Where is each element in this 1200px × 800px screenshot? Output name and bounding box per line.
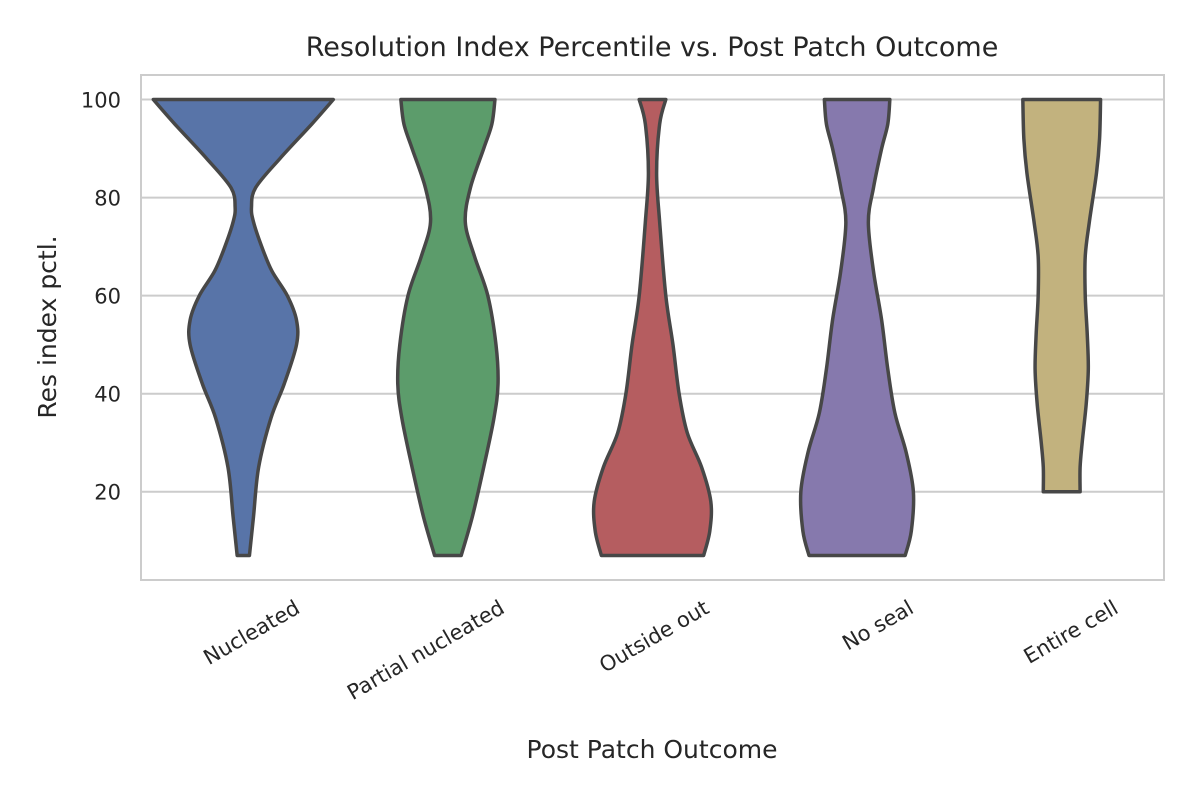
y-tick-label: 100 — [81, 89, 121, 113]
plot-frame — [140, 74, 1165, 581]
y-tick-label: 20 — [94, 481, 121, 505]
y-tick-labels: 20 40 60 80 100 — [81, 89, 121, 505]
x-tick-label: Outside out — [595, 596, 713, 678]
x-axis-label: Post Patch Outcome — [527, 735, 778, 764]
chart-title: Resolution Index Percentile vs. Post Pat… — [306, 32, 999, 63]
violin-no-seal — [798, 97, 916, 558]
y-tick-label: 40 — [94, 383, 121, 407]
x-tick-labels: Nucleated Partial nucleated Outside out No … — [199, 596, 1122, 705]
x-tick-label: Nucleated — [199, 596, 303, 670]
violin-outside-out — [591, 97, 714, 558]
y-tick-label: 60 — [94, 285, 121, 309]
y-axis-label: Res index pctl. — [33, 235, 62, 418]
x-tick-label: Partial nucleated — [343, 596, 508, 705]
x-tick-label: Entire cell — [1020, 596, 1123, 669]
y-tick-label: 80 — [94, 187, 121, 211]
violins — [151, 97, 1103, 558]
violin-partial-nucleated — [395, 97, 500, 558]
x-tick-label: No seal — [838, 596, 917, 656]
violin-nucleated — [151, 97, 336, 558]
violin-entire-cell — [1021, 97, 1103, 494]
